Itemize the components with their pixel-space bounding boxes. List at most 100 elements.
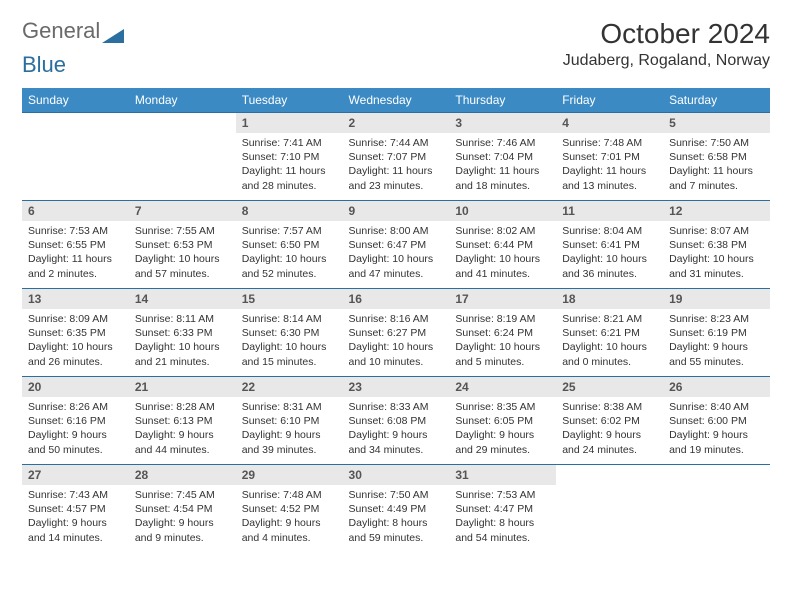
sunrise-text: Sunrise: 8:00 AM <box>349 224 444 238</box>
sunset-text: Sunset: 6:00 PM <box>669 414 764 428</box>
sunset-text: Sunset: 4:49 PM <box>349 502 444 516</box>
daylight-text: Daylight: 10 hours and 47 minutes. <box>349 252 444 280</box>
calendar-day-cell: 29Sunrise: 7:48 AMSunset: 4:52 PMDayligh… <box>236 465 343 553</box>
day-body: Sunrise: 8:33 AMSunset: 6:08 PMDaylight:… <box>343 397 450 461</box>
day-body: Sunrise: 7:43 AMSunset: 4:57 PMDaylight:… <box>22 485 129 549</box>
logo: General <box>22 18 124 44</box>
sunrise-text: Sunrise: 8:16 AM <box>349 312 444 326</box>
calendar-day-cell: 24Sunrise: 8:35 AMSunset: 6:05 PMDayligh… <box>449 377 556 465</box>
sunrise-text: Sunrise: 7:50 AM <box>349 488 444 502</box>
daylight-text: Daylight: 10 hours and 0 minutes. <box>562 340 657 368</box>
sunset-text: Sunset: 6:16 PM <box>28 414 123 428</box>
day-body: Sunrise: 8:11 AMSunset: 6:33 PMDaylight:… <box>129 309 236 373</box>
sunrise-text: Sunrise: 8:40 AM <box>669 400 764 414</box>
day-body: Sunrise: 7:50 AMSunset: 6:58 PMDaylight:… <box>663 133 770 197</box>
title-block: October 2024 Judaberg, Rogaland, Norway <box>563 18 770 70</box>
calendar-week-row: 20Sunrise: 8:26 AMSunset: 6:16 PMDayligh… <box>22 377 770 465</box>
sunset-text: Sunset: 6:24 PM <box>455 326 550 340</box>
day-body: Sunrise: 8:16 AMSunset: 6:27 PMDaylight:… <box>343 309 450 373</box>
day-number: 13 <box>22 289 129 309</box>
daylight-text: Daylight: 11 hours and 7 minutes. <box>669 164 764 192</box>
calendar-day-cell: 27Sunrise: 7:43 AMSunset: 4:57 PMDayligh… <box>22 465 129 553</box>
day-number: 14 <box>129 289 236 309</box>
logo-text-a: General <box>22 18 100 44</box>
sunset-text: Sunset: 7:04 PM <box>455 150 550 164</box>
day-number: 29 <box>236 465 343 485</box>
calendar-day-cell: .. <box>663 465 770 553</box>
calendar-body: ....1Sunrise: 7:41 AMSunset: 7:10 PMDayl… <box>22 113 770 553</box>
daylight-text: Daylight: 9 hours and 14 minutes. <box>28 516 123 544</box>
sunset-text: Sunset: 4:52 PM <box>242 502 337 516</box>
daylight-text: Daylight: 9 hours and 39 minutes. <box>242 428 337 456</box>
sunset-text: Sunset: 6:44 PM <box>455 238 550 252</box>
sunset-text: Sunset: 6:08 PM <box>349 414 444 428</box>
sunset-text: Sunset: 7:10 PM <box>242 150 337 164</box>
day-body: Sunrise: 7:46 AMSunset: 7:04 PMDaylight:… <box>449 133 556 197</box>
calendar-head: SundayMondayTuesdayWednesdayThursdayFrid… <box>22 88 770 113</box>
daylight-text: Daylight: 9 hours and 55 minutes. <box>669 340 764 368</box>
daylight-text: Daylight: 9 hours and 29 minutes. <box>455 428 550 456</box>
calendar-day-cell: 8Sunrise: 7:57 AMSunset: 6:50 PMDaylight… <box>236 201 343 289</box>
day-body: Sunrise: 8:02 AMSunset: 6:44 PMDaylight:… <box>449 221 556 285</box>
day-body: Sunrise: 7:48 AMSunset: 4:52 PMDaylight:… <box>236 485 343 549</box>
sunrise-text: Sunrise: 7:44 AM <box>349 136 444 150</box>
location: Judaberg, Rogaland, Norway <box>563 52 770 70</box>
sunrise-text: Sunrise: 7:50 AM <box>669 136 764 150</box>
day-number: 20 <box>22 377 129 397</box>
sunset-text: Sunset: 7:01 PM <box>562 150 657 164</box>
day-body: Sunrise: 8:26 AMSunset: 6:16 PMDaylight:… <box>22 397 129 461</box>
calendar-day-cell: 13Sunrise: 8:09 AMSunset: 6:35 PMDayligh… <box>22 289 129 377</box>
day-body: Sunrise: 8:38 AMSunset: 6:02 PMDaylight:… <box>556 397 663 461</box>
sunrise-text: Sunrise: 8:04 AM <box>562 224 657 238</box>
weekday-header: Saturday <box>663 88 770 113</box>
sunrise-text: Sunrise: 8:02 AM <box>455 224 550 238</box>
calendar-day-cell: 23Sunrise: 8:33 AMSunset: 6:08 PMDayligh… <box>343 377 450 465</box>
sunrise-text: Sunrise: 8:07 AM <box>669 224 764 238</box>
calendar-day-cell: 25Sunrise: 8:38 AMSunset: 6:02 PMDayligh… <box>556 377 663 465</box>
daylight-text: Daylight: 10 hours and 26 minutes. <box>28 340 123 368</box>
calendar-day-cell: 14Sunrise: 8:11 AMSunset: 6:33 PMDayligh… <box>129 289 236 377</box>
calendar-week-row: ....1Sunrise: 7:41 AMSunset: 7:10 PMDayl… <box>22 113 770 201</box>
day-number: 12 <box>663 201 770 221</box>
calendar-week-row: 27Sunrise: 7:43 AMSunset: 4:57 PMDayligh… <box>22 465 770 553</box>
sunrise-text: Sunrise: 8:23 AM <box>669 312 764 326</box>
daylight-text: Daylight: 11 hours and 28 minutes. <box>242 164 337 192</box>
day-body: Sunrise: 8:28 AMSunset: 6:13 PMDaylight:… <box>129 397 236 461</box>
day-body: Sunrise: 7:41 AMSunset: 7:10 PMDaylight:… <box>236 133 343 197</box>
month-title: October 2024 <box>563 18 770 50</box>
day-number: 30 <box>343 465 450 485</box>
daylight-text: Daylight: 11 hours and 2 minutes. <box>28 252 123 280</box>
day-number: 3 <box>449 113 556 133</box>
day-number: 2 <box>343 113 450 133</box>
daylight-text: Daylight: 10 hours and 36 minutes. <box>562 252 657 280</box>
day-number: 27 <box>22 465 129 485</box>
sunrise-text: Sunrise: 8:26 AM <box>28 400 123 414</box>
sunset-text: Sunset: 4:47 PM <box>455 502 550 516</box>
daylight-text: Daylight: 11 hours and 18 minutes. <box>455 164 550 192</box>
day-body: Sunrise: 8:23 AMSunset: 6:19 PMDaylight:… <box>663 309 770 373</box>
daylight-text: Daylight: 10 hours and 10 minutes. <box>349 340 444 368</box>
sunrise-text: Sunrise: 7:57 AM <box>242 224 337 238</box>
calendar-day-cell: 5Sunrise: 7:50 AMSunset: 6:58 PMDaylight… <box>663 113 770 201</box>
calendar-day-cell: 19Sunrise: 8:23 AMSunset: 6:19 PMDayligh… <box>663 289 770 377</box>
calendar-day-cell: 31Sunrise: 7:53 AMSunset: 4:47 PMDayligh… <box>449 465 556 553</box>
sunset-text: Sunset: 6:05 PM <box>455 414 550 428</box>
weekday-header: Sunday <box>22 88 129 113</box>
day-number: 11 <box>556 201 663 221</box>
day-body: Sunrise: 7:50 AMSunset: 4:49 PMDaylight:… <box>343 485 450 549</box>
day-number: 25 <box>556 377 663 397</box>
sunrise-text: Sunrise: 8:11 AM <box>135 312 230 326</box>
calendar-day-cell: 21Sunrise: 8:28 AMSunset: 6:13 PMDayligh… <box>129 377 236 465</box>
sunrise-text: Sunrise: 8:09 AM <box>28 312 123 326</box>
sunset-text: Sunset: 6:47 PM <box>349 238 444 252</box>
sunrise-text: Sunrise: 8:19 AM <box>455 312 550 326</box>
sunset-text: Sunset: 6:21 PM <box>562 326 657 340</box>
daylight-text: Daylight: 9 hours and 44 minutes. <box>135 428 230 456</box>
day-body: Sunrise: 8:19 AMSunset: 6:24 PMDaylight:… <box>449 309 556 373</box>
weekday-header: Wednesday <box>343 88 450 113</box>
sunrise-text: Sunrise: 8:35 AM <box>455 400 550 414</box>
sunset-text: Sunset: 4:54 PM <box>135 502 230 516</box>
sunrise-text: Sunrise: 8:33 AM <box>349 400 444 414</box>
calendar-week-row: 6Sunrise: 7:53 AMSunset: 6:55 PMDaylight… <box>22 201 770 289</box>
logo-sail-icon <box>102 23 124 39</box>
